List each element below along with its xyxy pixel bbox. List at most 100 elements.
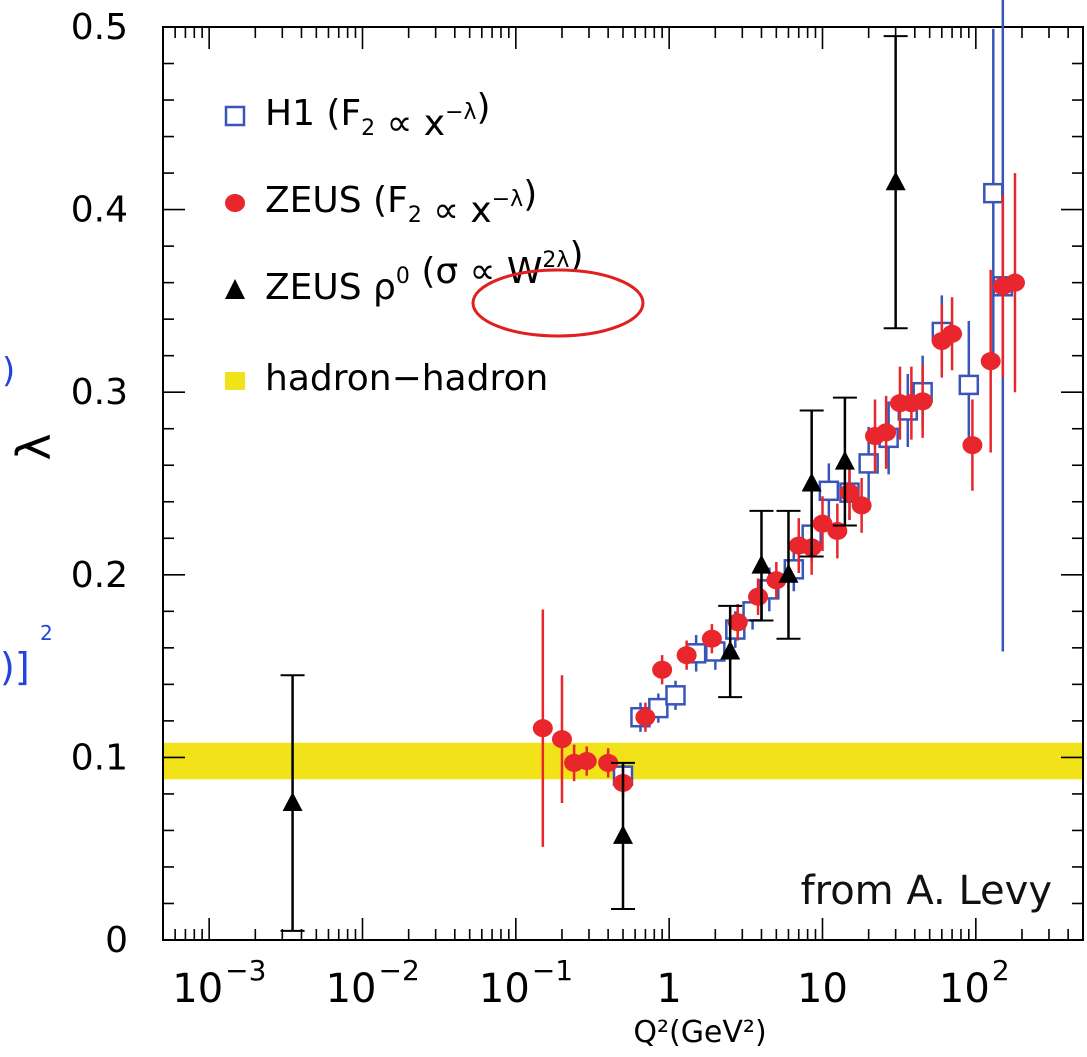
circle-marker	[962, 436, 983, 455]
triangle-marker	[751, 554, 772, 574]
legend-entry-h1: H1 (F2 ∝ x−λ)	[224, 87, 491, 144]
square-marker	[858, 453, 879, 474]
legend-entry-band: hadron−hadron	[225, 358, 548, 399]
x-tick-exponent: 2	[992, 954, 1010, 987]
legend-label: ZEUS (F2 ∝ x−λ)	[265, 174, 537, 231]
circle-marker	[551, 730, 572, 749]
rho-point	[883, 35, 908, 330]
highlight-ellipse	[471, 268, 645, 338]
x-tick-mantissa: 10	[172, 966, 223, 1012]
y-axis-label: λ	[7, 433, 61, 460]
x-tick-label: 10 −3	[172, 954, 266, 1012]
circle-marker	[1004, 273, 1025, 292]
circle-marker	[812, 514, 833, 533]
circle-marker	[727, 613, 748, 632]
h1-point	[665, 680, 686, 710]
zeus-point	[676, 640, 697, 670]
legend-label: H1 (F2 ∝ x−λ)	[265, 87, 491, 144]
h1-point	[958, 320, 980, 449]
circle-marker	[576, 752, 597, 771]
zeus-point	[598, 748, 619, 778]
zeus-point	[912, 364, 933, 438]
rho-point	[280, 674, 305, 932]
square-marker	[958, 374, 980, 396]
circle-marker	[748, 587, 769, 606]
circle-marker	[676, 646, 697, 665]
rho-point	[749, 509, 774, 622]
legend-band-icon	[225, 372, 245, 390]
zeus-point	[652, 655, 673, 685]
zeus-point	[727, 604, 748, 641]
circle-marker	[635, 708, 656, 727]
zeus-point	[812, 496, 833, 552]
series-circle	[532, 173, 1025, 847]
zeus-point	[1004, 173, 1025, 393]
x-tick-label: 10 −1	[479, 954, 573, 1012]
legend-entry-rho: ZEUS ρ0 (σ ∝ W2λ)	[225, 235, 584, 308]
x-tick-exponent: −3	[225, 954, 266, 987]
legend-label: hadron−hadron	[265, 358, 548, 399]
zeus-point	[851, 478, 872, 533]
circle-marker	[701, 629, 722, 648]
circle-marker	[766, 571, 787, 590]
rho-point	[611, 761, 635, 910]
axes: 00.10.20.30.40.510 −3 10 −2 10 −1 1 10 10 2	[71, 7, 1084, 1012]
circle-marker	[876, 423, 897, 442]
series-open-square	[612, 0, 1014, 787]
rho-point	[832, 396, 857, 527]
y-tick-label: 0.4	[71, 190, 128, 231]
y-tick-label: 0.3	[71, 372, 128, 413]
circle-marker	[980, 352, 1001, 371]
zeus-point	[876, 395, 897, 469]
legend-label: ZEUS ρ0 (σ ∝ W2λ)	[265, 235, 584, 308]
triangle-marker	[885, 171, 906, 191]
legend-square-icon	[224, 105, 246, 127]
edge-fragment-2: )]	[0, 645, 30, 689]
legend-triangle-icon	[225, 279, 245, 299]
y-tick-label: 0.1	[71, 737, 128, 778]
circle-marker	[942, 324, 963, 343]
triangle-marker	[282, 792, 303, 812]
zeus-point	[748, 578, 769, 615]
circle-marker	[912, 392, 933, 411]
x-tick-label: 1	[656, 966, 681, 1012]
x-tick-exponent: −2	[378, 954, 419, 987]
zeus-point	[980, 269, 1001, 453]
x-axis-label: Q²(GeV²)	[633, 1015, 766, 1050]
triangle-marker	[720, 640, 741, 660]
zeus-point	[576, 746, 597, 776]
legend-entry-zeus: ZEUS (F2 ∝ x−λ)	[225, 174, 537, 231]
square-marker	[983, 182, 1004, 204]
x-tick-exponent: −1	[532, 954, 573, 987]
x-tick-label: 10	[797, 966, 848, 1012]
rho-point	[718, 604, 743, 699]
circle-marker	[652, 660, 673, 679]
triangle-marker	[778, 563, 799, 583]
y-tick-label: 0	[105, 920, 128, 961]
x-tick-label: 10 2	[939, 954, 1010, 1012]
legend: H1 (F2 ∝ x−λ) ZEUS (F2 ∝ x−λ)ZEUS ρ0 (σ ∝…	[224, 87, 645, 399]
zeus-point	[635, 702, 656, 732]
zeus-point	[701, 624, 722, 654]
edge-fragment-1: )	[2, 351, 15, 391]
rho-point	[776, 509, 801, 640]
x-tick-mantissa: 10	[797, 966, 848, 1012]
zeus-point	[532, 609, 553, 847]
x-tick-label: 10 −2	[326, 954, 420, 1012]
x-tick-mantissa: 1	[656, 966, 681, 1012]
x-tick-mantissa: 10	[479, 966, 530, 1012]
circle-marker	[851, 496, 872, 515]
x-tick-mantissa: 10	[939, 966, 990, 1012]
circle-marker	[598, 753, 619, 772]
circle-marker	[532, 719, 553, 738]
annotation-credit: from A. Levy	[801, 868, 1052, 914]
data-series	[280, 0, 1025, 932]
zeus-point	[942, 297, 963, 371]
edge-fragment-3: 2	[40, 621, 53, 645]
zeus-point	[962, 399, 983, 491]
y-tick-label: 0.5	[71, 7, 128, 48]
square-marker	[665, 685, 686, 706]
h1-point	[983, 28, 1004, 358]
